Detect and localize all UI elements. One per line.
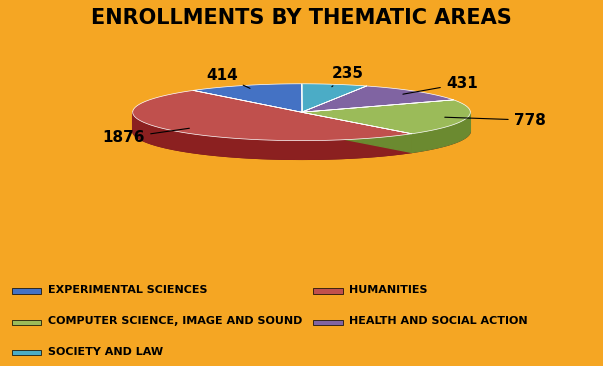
Polygon shape (302, 84, 367, 112)
Polygon shape (302, 112, 412, 153)
Text: 414: 414 (206, 68, 250, 88)
Text: HEALTH AND SOCIAL ACTION: HEALTH AND SOCIAL ACTION (349, 317, 528, 326)
Text: 431: 431 (403, 76, 478, 94)
Polygon shape (302, 86, 453, 112)
Text: ENROLLMENTS BY THEMATIC AREAS: ENROLLMENTS BY THEMATIC AREAS (91, 8, 512, 28)
FancyBboxPatch shape (314, 320, 343, 325)
FancyBboxPatch shape (12, 288, 41, 294)
Polygon shape (302, 100, 470, 134)
Polygon shape (302, 112, 412, 153)
Polygon shape (133, 112, 412, 159)
FancyBboxPatch shape (314, 288, 343, 294)
Text: EXPERIMENTAL SCIENCES: EXPERIMENTAL SCIENCES (48, 285, 207, 295)
Polygon shape (412, 112, 470, 153)
Polygon shape (133, 131, 470, 159)
Polygon shape (193, 84, 302, 112)
FancyBboxPatch shape (12, 320, 41, 325)
Text: 235: 235 (331, 66, 363, 87)
Text: 1876: 1876 (103, 128, 189, 145)
Text: COMPUTER SCIENCE, IMAGE AND SOUND: COMPUTER SCIENCE, IMAGE AND SOUND (48, 317, 302, 326)
FancyBboxPatch shape (12, 350, 41, 355)
Text: 778: 778 (445, 113, 546, 128)
Polygon shape (133, 90, 412, 141)
Text: SOCIETY AND LAW: SOCIETY AND LAW (48, 347, 163, 357)
Text: HUMANITIES: HUMANITIES (349, 285, 428, 295)
